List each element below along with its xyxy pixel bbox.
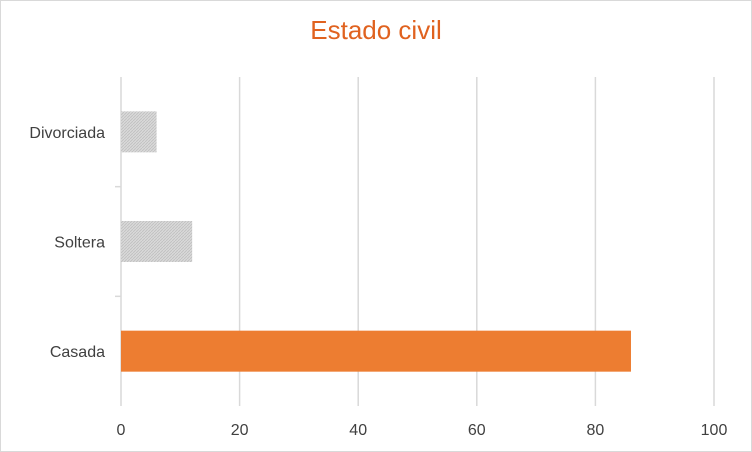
x-tick-label-5: 100	[701, 422, 728, 439]
x-tick-label-4: 80	[587, 422, 605, 439]
bar-casada	[121, 330, 631, 372]
bar-soltera	[121, 221, 193, 262]
chart-title: Estado civil	[310, 15, 442, 45]
x-tick-label-1: 20	[231, 422, 249, 439]
category-label-divorciada: Divorciada	[29, 125, 105, 142]
x-tick-label-0: 0	[117, 422, 126, 439]
bar-layer	[121, 111, 631, 372]
label-layer: 0 20 40 60 80 100 Casada Soltera Divorciada	[29, 125, 727, 439]
category-label-casada: Casada	[50, 344, 105, 361]
x-tick-label-3: 60	[468, 422, 486, 439]
axis-layer	[115, 77, 122, 406]
x-tick-label-2: 40	[349, 422, 367, 439]
bar-divorciada	[121, 111, 157, 153]
category-label-soltera: Soltera	[54, 235, 105, 252]
